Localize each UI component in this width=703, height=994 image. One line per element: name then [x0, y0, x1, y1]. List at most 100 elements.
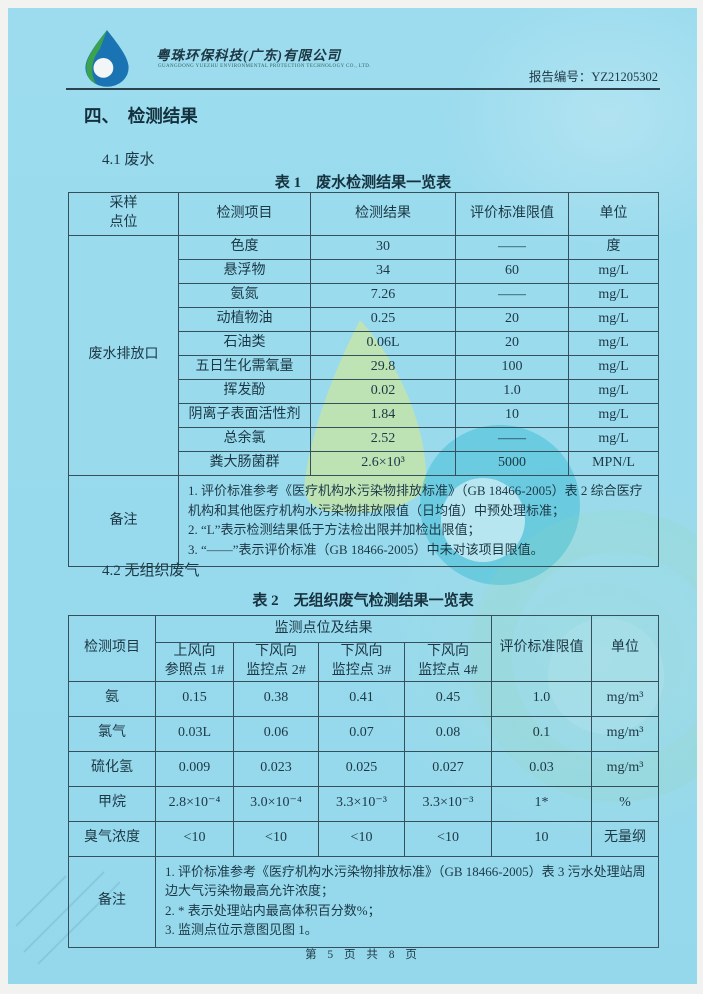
fugitive-gas-results-table: 检测项目 监测点位及结果 评价标准限值 单位 上风向 参照点 1# 下风向 监控… — [68, 615, 659, 948]
result-cell: 30 — [310, 235, 456, 260]
item-cell: 阴离子表面活性剂 — [178, 403, 311, 428]
table2-header-row-1: 检测项目 监测点位及结果 评价标准限值 单位 — [68, 615, 659, 682]
limit-cell: —— — [455, 283, 569, 308]
item-cell: 五日生化需氧量 — [178, 355, 311, 380]
table2-title: 表 2 无组织废气检测结果一览表 — [252, 593, 474, 609]
point4-cell: 0.08 — [404, 715, 492, 752]
table-row: 五日生化需氧量 29.8 100 mg/L — [69, 355, 659, 380]
sample-point-cell: 废水排放口 — [68, 235, 179, 476]
result-cell: 7.26 — [310, 283, 456, 308]
unit-cell: mg/L — [568, 403, 659, 428]
point4-cell: 0.027 — [404, 750, 492, 787]
item-cell: 硫化氢 — [68, 750, 156, 787]
item-cell: 氨 — [68, 680, 156, 717]
limit-cell: 100 — [455, 355, 569, 380]
point2-cell: 3.0×10⁻⁴ — [233, 785, 319, 822]
table2-notes-row: 备注 1. 评价标准参考《医疗机构水污染物排放标准》（GB 18466-2005… — [68, 855, 659, 948]
unit-cell: mg/m³ — [591, 680, 659, 717]
unit-cell: mg/L — [568, 259, 659, 284]
point3-cell: 0.025 — [318, 750, 405, 787]
point3-cell: 0.41 — [318, 680, 405, 717]
col-header-point-3: 下风向 监控点 3# — [318, 642, 405, 682]
col-header-point-1: 上风向 参照点 1# — [155, 642, 234, 682]
point1-cell: 0.009 — [155, 750, 234, 787]
subsection-4-2: 4.2 无组织废气 — [102, 563, 200, 579]
unit-cell: mg/L — [568, 355, 659, 380]
limit-cell: 20 — [455, 331, 569, 356]
col-header-point-2: 下风向 监控点 2# — [233, 642, 319, 682]
unit-cell: mg/L — [568, 307, 659, 332]
table1-header: 采样 点位 检测项目 检测结果 评价标准限值 单位 — [68, 192, 659, 236]
col-header-monitor-group: 监测点位及结果 — [155, 615, 492, 643]
page-number: 第 5 页 共 8 页 — [305, 949, 421, 961]
col-header-limit: 评价标准限值 — [491, 615, 592, 682]
result-cell: 1.84 — [310, 403, 456, 428]
table1-title: 表 1 废水检测结果一览表 — [274, 175, 452, 191]
note-line: 2. * 表示处理站内最高体积百分数%； — [165, 902, 381, 918]
note-label-cell: 备注 — [68, 855, 156, 948]
table-row: 臭气浓度 <10 <10 <10 <10 10 无量纲 — [68, 820, 659, 857]
limit-cell: —— — [455, 427, 569, 452]
result-cell: 29.8 — [310, 355, 456, 380]
unit-cell: mg/L — [568, 427, 659, 452]
table2-header-row-2: 上风向 参照点 1# 下风向 监控点 2# 下风向 监控点 3# 下风向 监控点… — [69, 642, 659, 682]
limit-cell: 1.0 — [455, 379, 569, 404]
point2-cell: 0.38 — [233, 680, 319, 717]
limit-cell: 60 — [455, 259, 569, 284]
unit-cell: 无量纲 — [591, 820, 659, 857]
table-row: 硫化氢 0.009 0.023 0.025 0.027 0.03 mg/m³ — [68, 750, 659, 787]
limit-cell: 1* — [491, 785, 592, 822]
table-row: 动植物油 0.25 20 mg/L — [69, 307, 659, 332]
company-name-english: GUANGDONG YUEZHU ENVIRONMENTAL PROTECTIO… — [158, 64, 371, 69]
limit-cell: 10 — [491, 820, 592, 857]
unit-cell: 度 — [568, 235, 659, 260]
table1-notes-row: 备注 1. 评价标准参考《医疗机构水污染物排放标准》（GB 18466-2005… — [68, 475, 659, 567]
table2-body: 氨 0.15 0.38 0.41 0.45 1.0 mg/m³ 氯气 0.03L… — [68, 680, 659, 948]
point4-cell: 3.3×10⁻³ — [404, 785, 492, 822]
note-line: 3. “——”表示评价标准（GB 18466-2005）中未对该项目限值。 — [188, 541, 544, 557]
point2-cell: <10 — [233, 820, 319, 857]
item-cell: 氨氮 — [178, 283, 311, 308]
note-line: 3. 监测点位示意图见图 1。 — [165, 922, 318, 938]
col-header-item: 检测项目 — [68, 615, 156, 682]
item-cell: 甲烷 — [68, 785, 156, 822]
unit-cell: mg/m³ — [591, 715, 659, 752]
result-cell: 0.25 — [310, 307, 456, 332]
point4-cell: 0.45 — [404, 680, 492, 717]
point1-cell: 0.15 — [155, 680, 234, 717]
col-header-point-4: 下风向 监控点 4# — [404, 642, 492, 682]
col-header-unit: 单位 — [591, 615, 659, 682]
point1-cell: 2.8×10⁻⁴ — [155, 785, 234, 822]
notes-cell: 1. 评价标准参考《医疗机构水污染物排放标准》（GB 18466-2005）表 … — [178, 475, 659, 567]
item-cell: 氯气 — [68, 715, 156, 752]
point3-cell: 0.07 — [318, 715, 405, 752]
table-row: 废水排放口 色度 30 —— 度 — [68, 235, 659, 476]
item-cell: 色度 — [178, 235, 311, 260]
unit-cell: mg/L — [568, 379, 659, 404]
report-number-label: 报告编号： — [528, 70, 592, 84]
unit-cell: mg/L — [568, 283, 659, 308]
result-cell: 0.06L — [310, 331, 456, 356]
unit-cell: MPN/L — [568, 451, 659, 476]
col-header-sample-point: 采样 点位 — [68, 192, 179, 236]
unit-cell: mg/m³ — [591, 750, 659, 787]
item-cell: 粪大肠菌群 — [178, 451, 311, 476]
table-row: 甲烷 2.8×10⁻⁴ 3.0×10⁻⁴ 3.3×10⁻³ 3.3×10⁻³ 1… — [68, 785, 659, 822]
company-name: 粤珠环保科技(广东)有限公司 — [156, 48, 341, 63]
company-logo-icon — [85, 30, 129, 87]
result-cell: 34 — [310, 259, 456, 284]
table-row: 氨 0.15 0.38 0.41 0.45 1.0 mg/m³ — [68, 680, 659, 717]
report-number-value: YZ21205302 — [591, 70, 658, 84]
point1-cell: <10 — [155, 820, 234, 857]
item-cell: 石油类 — [178, 331, 311, 356]
point3-cell: <10 — [318, 820, 405, 857]
col-header-result: 检测结果 — [310, 192, 456, 236]
col-header-limit: 评价标准限值 — [455, 192, 569, 236]
header-divider — [66, 88, 660, 90]
note-line: 1. 评价标准参考《医疗机构水污染物排放标准》（GB 18466-2005）表 … — [188, 483, 643, 518]
notes-cell: 1. 评价标准参考《医疗机构水污染物排放标准》（GB 18466-2005）表 … — [155, 855, 659, 948]
note-line: 2. “L”表示检测结果低于方法检出限并加检出限值； — [188, 522, 481, 537]
item-cell: 臭气浓度 — [68, 820, 156, 857]
limit-cell: 0.03 — [491, 750, 592, 787]
